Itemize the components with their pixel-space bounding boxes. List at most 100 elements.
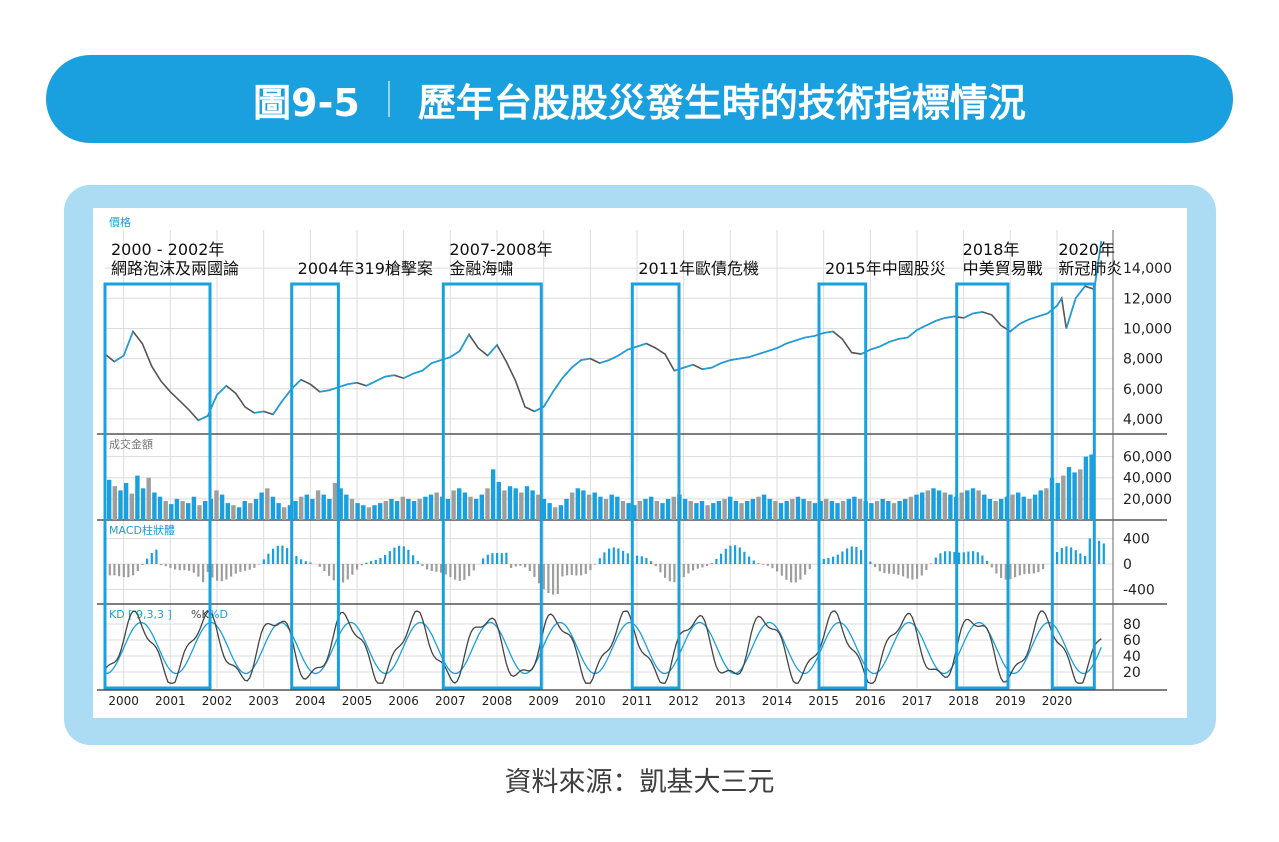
macd-bar bbox=[374, 559, 377, 564]
volume-bar bbox=[513, 488, 518, 520]
year-tick-label: 2010 bbox=[575, 694, 606, 708]
macd-bar bbox=[1060, 547, 1063, 564]
macd-bar bbox=[916, 564, 919, 579]
volume-bar bbox=[790, 498, 795, 520]
volume-bar bbox=[394, 501, 400, 520]
macd-bar bbox=[160, 564, 163, 566]
macd-bar bbox=[934, 557, 937, 564]
volume-bar bbox=[936, 490, 942, 520]
volume-bar bbox=[1078, 469, 1083, 520]
source-note: 資料來源：凱基大三元 bbox=[504, 767, 775, 798]
price-rise-segment bbox=[319, 389, 330, 393]
volume-bar bbox=[745, 501, 750, 520]
macd-bar bbox=[556, 564, 559, 595]
volume-bar bbox=[835, 503, 840, 520]
macd-bar bbox=[216, 564, 219, 581]
macd-bar bbox=[794, 564, 797, 583]
price-rise-segment bbox=[328, 386, 339, 392]
chart-panel: 價格 成交金額 MACD柱狀體 KD [ 9,3,3 ] %K %D 4,000 6,000 8… bbox=[93, 208, 1187, 718]
year-tick-label: 2012 bbox=[668, 694, 699, 708]
year-tick-label: 2019 bbox=[995, 694, 1026, 708]
macd-bar bbox=[286, 548, 289, 564]
macd-bar bbox=[883, 564, 886, 574]
macd-tick-label: 400 bbox=[1123, 532, 1150, 548]
volume-bar bbox=[496, 481, 501, 520]
macd-bar bbox=[528, 564, 531, 572]
price-rise-segment bbox=[384, 374, 395, 378]
volume-bar bbox=[620, 501, 626, 520]
macd-bar bbox=[841, 551, 844, 564]
price-tick-label: 14,000 bbox=[1123, 261, 1172, 277]
volume-bar bbox=[959, 492, 964, 520]
volume-bar bbox=[530, 490, 535, 520]
volume-bar bbox=[750, 498, 755, 520]
macd-bar bbox=[799, 564, 802, 580]
macd-bar bbox=[636, 555, 639, 564]
volume-bar bbox=[321, 494, 326, 520]
macd-panel-title: MACD柱狀體 bbox=[109, 523, 175, 537]
macd-bar bbox=[645, 557, 648, 564]
macd-bar bbox=[304, 561, 307, 564]
macd-bar bbox=[925, 564, 928, 570]
figure-title: 歷年台股股災發生時的技術指標情況 bbox=[417, 80, 1026, 125]
macd-bar bbox=[281, 545, 284, 564]
volume-bar bbox=[338, 488, 343, 520]
macd-bar bbox=[930, 563, 933, 564]
volume-tick-label: 60,000 bbox=[1123, 450, 1172, 466]
volume-bar bbox=[586, 494, 592, 520]
volume-bar bbox=[417, 498, 422, 520]
price-rise-segment bbox=[711, 362, 722, 369]
macd-bar bbox=[958, 552, 961, 564]
volume-bar bbox=[1061, 475, 1066, 520]
volume-bar bbox=[999, 498, 1004, 520]
macd-bar bbox=[244, 564, 247, 571]
volume-bar bbox=[231, 505, 236, 520]
macd-bar bbox=[981, 555, 984, 564]
volume-bar bbox=[632, 505, 637, 520]
macd-bar bbox=[295, 556, 298, 564]
volume-bar bbox=[344, 494, 349, 520]
volume-bar bbox=[547, 503, 552, 520]
macd-bar bbox=[505, 552, 508, 564]
kd-k-line bbox=[104, 610, 1102, 684]
year-tick-label: 2001 bbox=[155, 694, 186, 708]
macd-bar bbox=[164, 564, 167, 567]
macd-bar bbox=[869, 561, 872, 564]
price-rise-segment bbox=[254, 410, 264, 414]
kd-tick-label: 60 bbox=[1123, 633, 1141, 649]
macd-bar bbox=[486, 554, 489, 564]
macd-bar bbox=[580, 564, 583, 576]
price-rise-segment bbox=[1028, 315, 1039, 321]
volume-bar bbox=[773, 501, 778, 520]
volume-bar bbox=[1010, 494, 1015, 520]
macd-bar bbox=[552, 564, 555, 595]
volume-bar bbox=[982, 494, 987, 520]
volume-bar bbox=[761, 494, 767, 520]
volume-bar bbox=[920, 492, 925, 520]
price-rise-segment bbox=[1065, 298, 1077, 329]
macd-bar bbox=[412, 555, 415, 564]
macd-bar bbox=[762, 564, 765, 565]
macd-bar bbox=[365, 562, 368, 564]
volume-bar bbox=[1044, 488, 1049, 520]
event-label-line2: 2011年歐債危機 bbox=[638, 259, 759, 278]
macd-bar bbox=[183, 564, 186, 571]
macd-bar bbox=[150, 553, 153, 564]
volume-bar bbox=[643, 498, 648, 520]
macd-bar bbox=[748, 556, 751, 564]
price-rise-segment bbox=[879, 341, 890, 348]
volume-bar bbox=[219, 494, 225, 520]
macd-bar bbox=[346, 564, 349, 580]
macd-bar bbox=[710, 563, 713, 564]
macd-bar bbox=[342, 564, 345, 583]
price-panel-title: 價格 bbox=[109, 215, 131, 229]
macd-bar bbox=[220, 564, 223, 582]
event-label-line2: 2015年中國股災 bbox=[825, 259, 946, 278]
volume-bar bbox=[502, 490, 507, 520]
volume-bar bbox=[874, 501, 880, 520]
macd-bar bbox=[118, 564, 121, 577]
volume-bar bbox=[575, 488, 580, 520]
price-rise-segment bbox=[730, 357, 740, 361]
event-highlight-box bbox=[441, 282, 543, 690]
price-rise-segment bbox=[1093, 240, 1103, 290]
